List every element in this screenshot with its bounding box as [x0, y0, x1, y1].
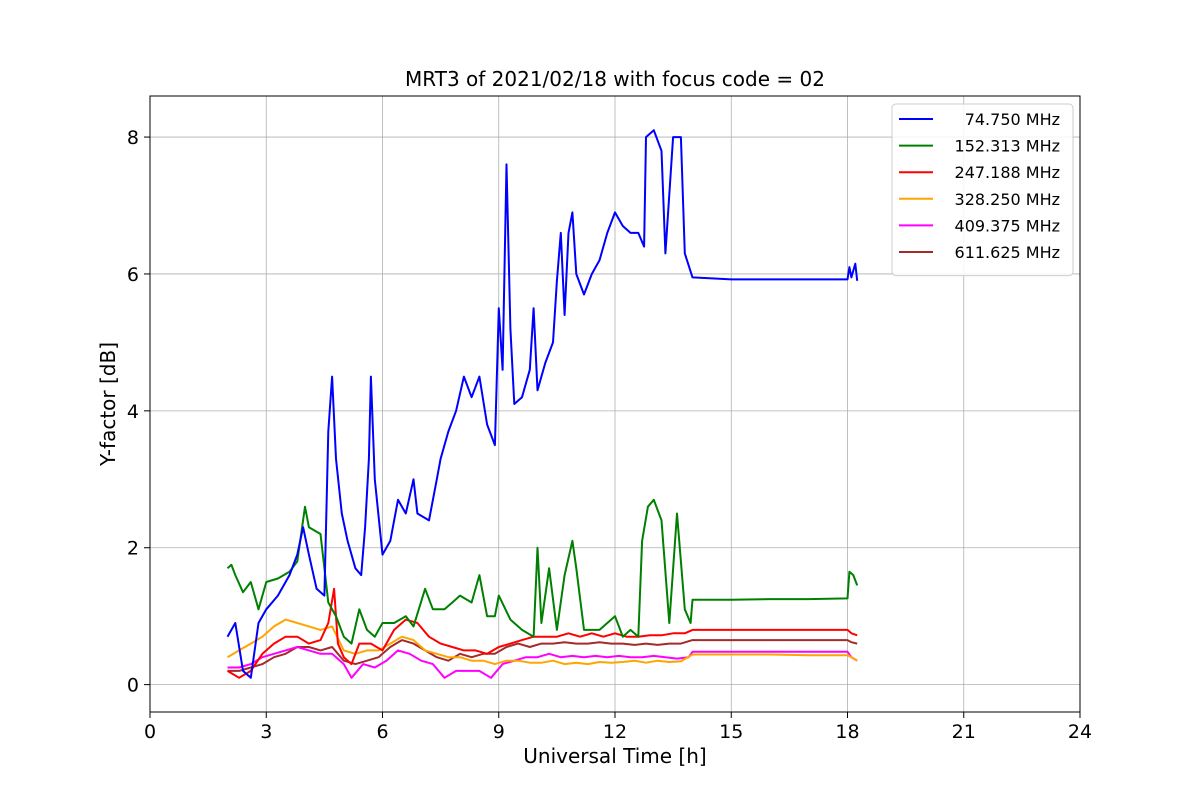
- series-line-2: [226, 587, 858, 679]
- x-tick-label: 21: [952, 721, 976, 743]
- x-tick-label: 6: [376, 721, 388, 743]
- chart-title: MRT3 of 2021/02/18 with focus code = 02: [405, 67, 825, 91]
- y-tick-label: 6: [127, 264, 139, 286]
- y-axis-label: Y-factor [dB]: [96, 342, 120, 467]
- x-axis-label: Universal Time [h]: [523, 744, 706, 768]
- x-tick-label: 12: [603, 721, 627, 743]
- series-line-0: [226, 129, 859, 679]
- legend-label-3: 328.250 MHz: [955, 190, 1060, 209]
- series-line-1: [226, 498, 859, 645]
- legend-box: [891, 103, 1074, 277]
- y-tick-label: 8: [127, 127, 139, 149]
- legend-label-0: 74.750 MHz: [965, 110, 1060, 129]
- series-line-5: [227, 639, 858, 672]
- series-line-4: [227, 646, 858, 679]
- series-line-3: [226, 618, 858, 666]
- x-tick-label: 24: [1068, 721, 1092, 743]
- y-tick-label: 2: [127, 538, 139, 560]
- x-tick-label: 0: [144, 721, 156, 743]
- legend-label-1: 152.313 MHz: [955, 137, 1060, 156]
- legend-label-5: 611.625 MHz: [955, 243, 1060, 262]
- legend-label-4: 409.375 MHz: [955, 216, 1060, 235]
- legend-label-2: 247.188 MHz: [955, 163, 1060, 182]
- x-tick-label: 18: [835, 721, 859, 743]
- x-tick-label: 9: [493, 721, 505, 743]
- plot-lines: [226, 129, 859, 679]
- x-tick-label: 3: [260, 721, 272, 743]
- x-tick-label: 15: [719, 721, 743, 743]
- y-tick-label: 4: [127, 401, 139, 423]
- y-tick-label: 0: [127, 675, 139, 697]
- legend: 74.750 MHz 152.313 MHz 247.188 MHz 328.250 …: [891, 103, 1074, 277]
